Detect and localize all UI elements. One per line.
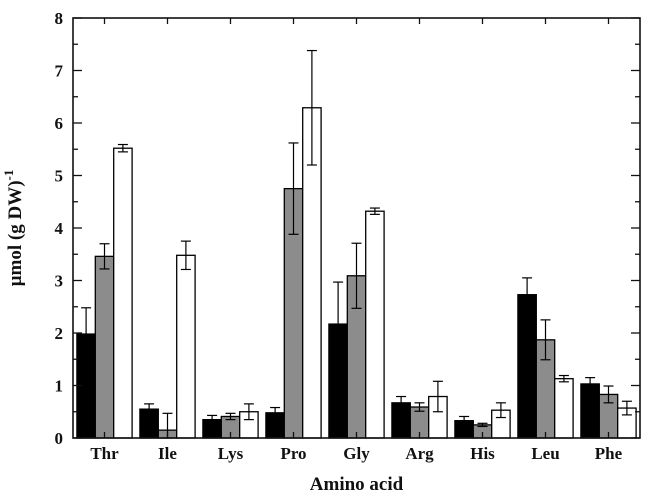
error-bar-leu-s3 bbox=[558, 374, 569, 383]
y-tick-label-1: 1 bbox=[55, 377, 64, 396]
error-bar-lys-s1 bbox=[207, 414, 218, 425]
x-tick-label-thr: Thr bbox=[90, 444, 119, 463]
bars-layer bbox=[76, 107, 637, 439]
x-tick-label-arg: Arg bbox=[405, 444, 434, 463]
error-bar-thr-s2 bbox=[99, 243, 110, 270]
error-bar-phe-s3 bbox=[621, 400, 632, 416]
error-bar-ile-s3 bbox=[180, 240, 191, 271]
y-tick-label-5: 5 bbox=[55, 167, 64, 186]
x-tick-label-leu: Leu bbox=[531, 444, 559, 463]
error-bar-pro-s3 bbox=[306, 49, 317, 166]
y-tick-label-3: 3 bbox=[55, 272, 64, 291]
error-bar-arg-s1 bbox=[396, 395, 407, 410]
error-bar-arg-s3 bbox=[432, 380, 443, 413]
y-axis-label: µmol (g DW)-1 bbox=[1, 170, 26, 287]
bar-thr-s3 bbox=[113, 147, 133, 439]
error-bar-ile-s1 bbox=[144, 403, 155, 415]
error-bar-leu-s2 bbox=[540, 319, 551, 361]
bar-leu-s1 bbox=[517, 294, 537, 439]
error-bar-lys-s3 bbox=[243, 403, 254, 421]
error-bar-lys-s2 bbox=[225, 412, 236, 421]
y-tick-label-0: 0 bbox=[55, 429, 64, 448]
error-bar-phe-s1 bbox=[585, 377, 596, 391]
error-bar-pro-s2 bbox=[288, 142, 299, 235]
error-bar-phe-s2 bbox=[603, 385, 614, 404]
error-bar-his-s3 bbox=[495, 402, 506, 419]
bar-ile-s3 bbox=[176, 254, 196, 439]
y-axis-label-main: µmol (g DW) bbox=[5, 180, 26, 286]
y-tick-label-8: 8 bbox=[55, 9, 64, 28]
error-bars-layer bbox=[81, 49, 632, 439]
error-bar-thr-s1 bbox=[81, 307, 92, 361]
bar-gly-s3 bbox=[365, 210, 385, 439]
y-tick-label-4: 4 bbox=[55, 219, 64, 238]
error-bar-pro-s1 bbox=[270, 406, 281, 419]
error-bar-gly-s1 bbox=[333, 281, 344, 367]
y-tick-label-6: 6 bbox=[55, 114, 64, 133]
x-tick-label-phe: Phe bbox=[595, 444, 623, 463]
x-tick-label-pro: Pro bbox=[280, 444, 306, 463]
x-tick-label-lys: Lys bbox=[218, 444, 244, 463]
error-bar-his-s1 bbox=[459, 415, 470, 426]
y-tick-label-2: 2 bbox=[55, 324, 64, 343]
error-bar-arg-s2 bbox=[414, 402, 425, 412]
bar-phe-s1 bbox=[580, 383, 600, 439]
error-bar-his-s2 bbox=[477, 422, 488, 428]
x-axis-label: Amino acid bbox=[310, 474, 404, 495]
x-tick-label-ile: Ile bbox=[158, 444, 177, 463]
x-tick-label-his: His bbox=[470, 444, 495, 463]
bar-leu-s3 bbox=[554, 378, 574, 439]
error-bar-leu-s1 bbox=[522, 277, 533, 313]
ticks-layer: Thr Ile Lys Pro Gly Arg His Leu Phe 0 1 2 3 4 5 6 7 8 bbox=[55, 9, 640, 463]
y-tick-label-7: 7 bbox=[55, 62, 64, 81]
error-bar-gly-s2 bbox=[351, 242, 362, 309]
x-tick-label-gly: Gly bbox=[343, 444, 370, 463]
error-bar-gly-s3 bbox=[369, 207, 380, 215]
error-bar-thr-s3 bbox=[117, 143, 128, 153]
y-axis-label-exponent: -1 bbox=[1, 170, 16, 181]
bar-thr-s2 bbox=[94, 255, 115, 439]
